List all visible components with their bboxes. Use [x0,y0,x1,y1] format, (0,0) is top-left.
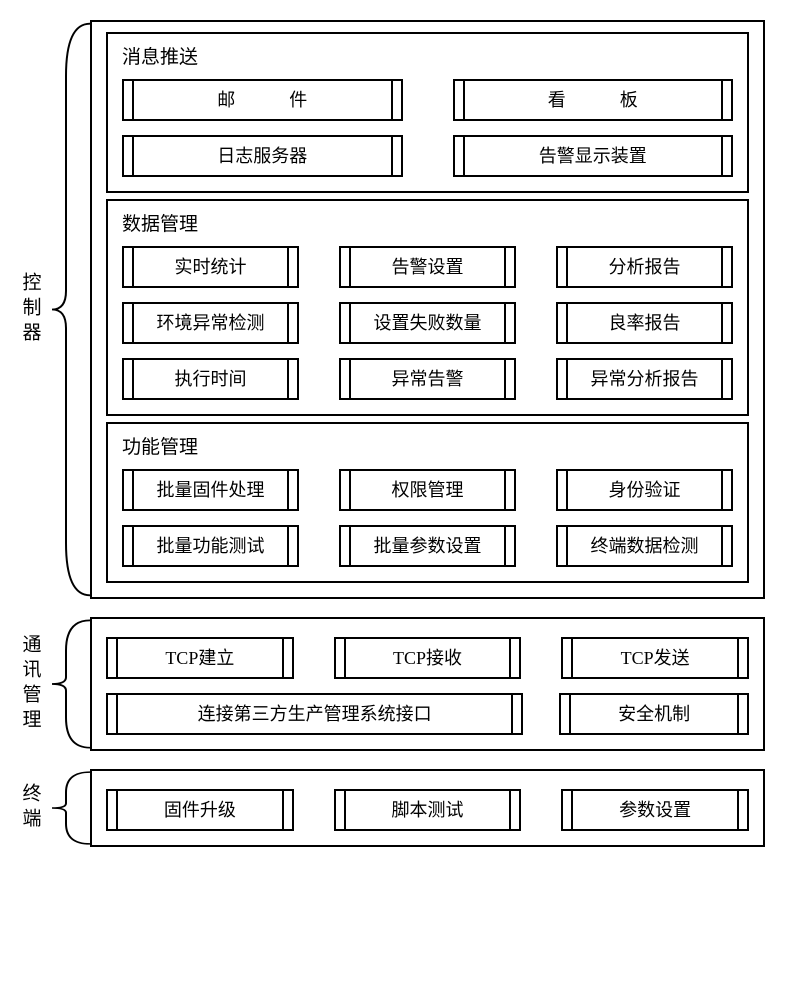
chip-script-test: 脚本测试 [334,789,522,831]
side-label-terminal: 终端 [17,783,44,833]
section-message-push: 消息推送 邮 件 看 板 日志服务器 告警显示装置 [106,32,749,193]
bracket-comm [50,617,90,751]
side-label-col: 通讯管理 [10,617,50,751]
bracket-controller [50,20,90,599]
grid-comm-row1: TCP建立 TCP接收 TCP发送 [106,637,749,679]
chip-label: 告警显示装置 [539,146,647,167]
chip-firmware-upgrade: 固件升级 [106,789,294,831]
chip-label: 看 板 [530,90,656,111]
chip-kanban: 看 板 [453,79,734,121]
side-label-comm: 通讯管理 [17,634,44,734]
chip-label: TCP发送 [621,648,690,669]
chip-label: 固件升级 [164,800,236,821]
controller-panel: 消息推送 邮 件 看 板 日志服务器 告警显示装置 数据管理 实时统计 告警设置… [90,20,765,599]
chip-terminal-data: 终端数据检测 [556,525,733,567]
section-func-mgmt: 功能管理 批量固件处理 权限管理 身份验证 批量功能测试 批量参数设置 终端数据… [106,422,749,583]
chip-label: 批量固件处理 [157,480,265,501]
comm-content: TCP建立 TCP接收 TCP发送 连接第三方生产管理系统接口 安全机制 [90,617,765,751]
chip-label: 日志服务器 [217,146,307,167]
chip-tcp-recv: TCP接收 [334,637,522,679]
chip-label: TCP建立 [165,648,234,669]
chip-env-anomaly: 环境异常检测 [122,302,299,344]
chip-permission: 权限管理 [339,469,516,511]
chip-param-set: 参数设置 [561,789,749,831]
row-comm: 通讯管理 TCP建立 TCP接收 TCP发送 连接第三方生产管理系统接口 安全机… [10,617,765,751]
chip-realtime-stats: 实时统计 [122,246,299,288]
chip-label: 脚本测试 [391,800,463,821]
grid-message-push: 邮 件 看 板 日志服务器 告警显示装置 [122,79,733,177]
side-label-col: 控制器 [10,20,50,599]
section-data-mgmt: 数据管理 实时统计 告警设置 分析报告 环境异常检测 设置失败数量 良率报告 执… [106,199,749,416]
chip-alarm-settings: 告警设置 [339,246,516,288]
chip-tcp-send: TCP发送 [561,637,749,679]
chip-log-server: 日志服务器 [122,135,403,177]
chip-label: 执行时间 [175,369,247,390]
chip-label: 参数设置 [619,800,691,821]
section-title: 功能管理 [122,432,733,459]
row-controller: 控制器 消息推送 邮 件 看 板 日志服务器 告警显示装置 数据管理 实 [10,20,765,599]
side-label-controller: 控制器 [17,272,44,347]
grid-terminal: 固件升级 脚本测试 参数设置 [106,789,749,831]
chip-label: 异常告警 [392,369,464,390]
chip-mail: 邮 件 [122,79,403,121]
chip-yield-report: 良率报告 [556,302,733,344]
chip-label: 分析报告 [609,257,681,278]
chip-label: 连接第三方生产管理系统接口 [198,704,432,725]
row-terminal: 终端 固件升级 脚本测试 参数设置 [10,769,765,847]
chip-identity: 身份验证 [556,469,733,511]
chip-label: 邮 件 [199,90,325,111]
controller-content: 消息推送 邮 件 看 板 日志服务器 告警显示装置 数据管理 实时统计 告警设置… [90,20,765,599]
chip-fail-count: 设置失败数量 [339,302,516,344]
chip-label: 批量参数设置 [374,536,482,557]
chip-batch-test: 批量功能测试 [122,525,299,567]
bracket-terminal [50,769,90,847]
terminal-panel: 固件升级 脚本测试 参数设置 [90,769,765,847]
chip-batch-param: 批量参数设置 [339,525,516,567]
terminal-content: 固件升级 脚本测试 参数设置 [90,769,765,847]
chip-label: TCP接收 [393,648,462,669]
chip-batch-firmware: 批量固件处理 [122,469,299,511]
chip-label: 环境异常检测 [157,313,265,334]
chip-alarm-display: 告警显示装置 [453,135,734,177]
grid-func-mgmt: 批量固件处理 权限管理 身份验证 批量功能测试 批量参数设置 终端数据检测 [122,469,733,567]
chip-label: 实时统计 [175,257,247,278]
chip-label: 权限管理 [392,480,464,501]
chip-label: 告警设置 [392,257,464,278]
chip-tcp-build: TCP建立 [106,637,294,679]
chip-security: 安全机制 [559,693,749,735]
side-label-col: 终端 [10,769,50,847]
chip-label: 良率报告 [609,313,681,334]
chip-label: 终端数据检测 [591,536,699,557]
chip-label: 身份验证 [609,480,681,501]
chip-analysis-report: 分析报告 [556,246,733,288]
chip-label: 安全机制 [618,704,690,725]
chip-label: 设置失败数量 [374,313,482,334]
chip-third-party: 连接第三方生产管理系统接口 [106,693,523,735]
section-title: 消息推送 [122,42,733,69]
chip-label: 异常分析报告 [591,369,699,390]
chip-exec-time: 执行时间 [122,358,299,400]
grid-data-mgmt: 实时统计 告警设置 分析报告 环境异常检测 设置失败数量 良率报告 执行时间 异… [122,246,733,400]
chip-label: 批量功能测试 [157,536,265,557]
chip-anomaly-alarm: 异常告警 [339,358,516,400]
comm-panel: TCP建立 TCP接收 TCP发送 连接第三方生产管理系统接口 安全机制 [90,617,765,751]
grid-comm-row2: 连接第三方生产管理系统接口 安全机制 [106,693,749,735]
section-title: 数据管理 [122,209,733,236]
chip-anomaly-report: 异常分析报告 [556,358,733,400]
